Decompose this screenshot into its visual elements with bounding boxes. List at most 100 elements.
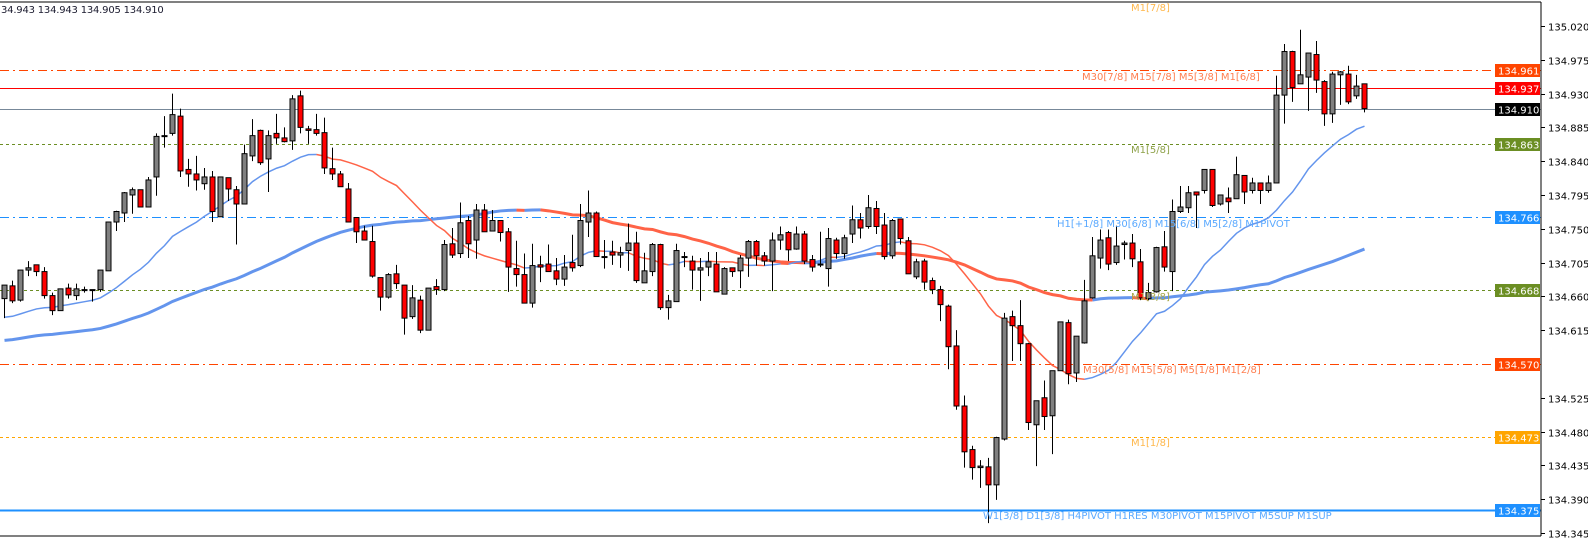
bear-candle-body (1017, 325, 1024, 345)
bear-candle-body (337, 173, 344, 188)
candle (289, 95, 296, 150)
candle (1217, 194, 1224, 206)
candle (361, 225, 368, 241)
candle (169, 93, 176, 136)
bull-candle-body (777, 234, 784, 241)
bull-candle-body (1049, 370, 1056, 417)
candle (849, 205, 856, 244)
candle (1169, 199, 1176, 292)
candle (569, 234, 576, 272)
bull-candle-body (697, 267, 704, 271)
bull-candle-body (1337, 71, 1344, 76)
candles (1, 29, 1368, 524)
bear-candle-body (689, 260, 696, 271)
bull-candle-body (409, 297, 416, 318)
bear-candle-body (905, 240, 912, 275)
bear-candle-body (1289, 51, 1296, 89)
level-annotation: M1[1/8] (1131, 438, 1170, 449)
axis-tick-label: 134.435 (1548, 462, 1588, 473)
bear-candle-body (545, 263, 552, 273)
level-lines (0, 70, 1541, 512)
bull-candle-body (57, 288, 64, 312)
bear-candle-body (953, 345, 960, 407)
candle (769, 232, 776, 292)
candle (993, 436, 1000, 500)
bear-candle-body (1241, 174, 1248, 193)
candle (201, 167, 208, 190)
candle (113, 210, 120, 232)
bull-candle-body (1265, 182, 1272, 191)
axis-tick-label: 135.020 (1548, 23, 1588, 34)
bear-candle-body (193, 173, 200, 181)
candle (945, 304, 952, 370)
candle (649, 243, 656, 277)
candle (1161, 231, 1168, 272)
candle (1137, 249, 1144, 301)
candle (761, 252, 768, 266)
price-level-badge (1495, 504, 1540, 517)
bull-candle-body (73, 288, 80, 297)
candle (1249, 177, 1256, 194)
axis-tick-label: 134.885 (1548, 124, 1588, 135)
bear-candle-body (569, 262, 576, 269)
bull-candle-body (161, 135, 168, 138)
price-level-badge (1495, 64, 1540, 77)
bear-candle-body (377, 277, 384, 298)
price-level-badge (1495, 82, 1540, 95)
bull-candle-body (1177, 206, 1184, 212)
bear-candle-body (281, 137, 288, 143)
candle (1177, 185, 1184, 213)
bear-candle-body (1161, 246, 1168, 268)
bull-candle-body (1233, 174, 1240, 200)
bull-candle-body (529, 265, 536, 304)
bear-candle-body (49, 295, 56, 312)
candle (17, 269, 24, 302)
bear-candle-body (417, 299, 424, 331)
bear-candle-body (329, 168, 336, 175)
candle (1353, 74, 1360, 99)
bull-candle-body (737, 257, 744, 272)
candle (545, 244, 552, 273)
level-annotation: M1[7/8] (1131, 3, 1170, 14)
bear-candle-body (945, 305, 952, 348)
price-level-badge (1495, 103, 1540, 116)
level-annotation: M30[7/8] M15[7/8] M5[3/8] M1[6/8] (1082, 72, 1260, 83)
candle (41, 267, 48, 299)
candle (817, 231, 824, 268)
candle (985, 457, 992, 524)
price-level-badge (1495, 211, 1540, 224)
bear-candle-body (321, 132, 328, 169)
candle (97, 269, 104, 292)
bull-candle-body (121, 192, 128, 214)
axis-tick-label: 134.345 (1548, 530, 1588, 538)
candle (89, 289, 96, 302)
candle (1257, 182, 1264, 204)
bull-candle-body (1353, 85, 1360, 97)
candle (473, 203, 480, 259)
candle (593, 211, 600, 258)
bull-candle-body (1297, 74, 1304, 85)
candle (313, 113, 320, 136)
candle (489, 209, 496, 232)
candle (177, 108, 184, 177)
level-annotations: M1[7/8] M30[7/8] M15[7/8] M5[3/8] M1[6/8]… (983, 3, 1332, 522)
bear-candle-body (305, 128, 312, 131)
candle (1233, 156, 1240, 200)
bear-candle-body (185, 168, 192, 175)
candle (401, 284, 408, 335)
candle (825, 228, 832, 287)
candle (457, 202, 464, 259)
bull-candle-body (577, 220, 584, 267)
candle (1017, 300, 1024, 361)
candle (793, 226, 800, 250)
price-level-badge-label: 134.570 (1498, 361, 1539, 372)
candle (1193, 191, 1200, 229)
candle (217, 176, 224, 218)
candle (281, 127, 288, 143)
candle (689, 255, 696, 290)
bear-candle-body (297, 95, 304, 128)
candle (785, 231, 792, 262)
bull-candle-body (473, 209, 480, 241)
